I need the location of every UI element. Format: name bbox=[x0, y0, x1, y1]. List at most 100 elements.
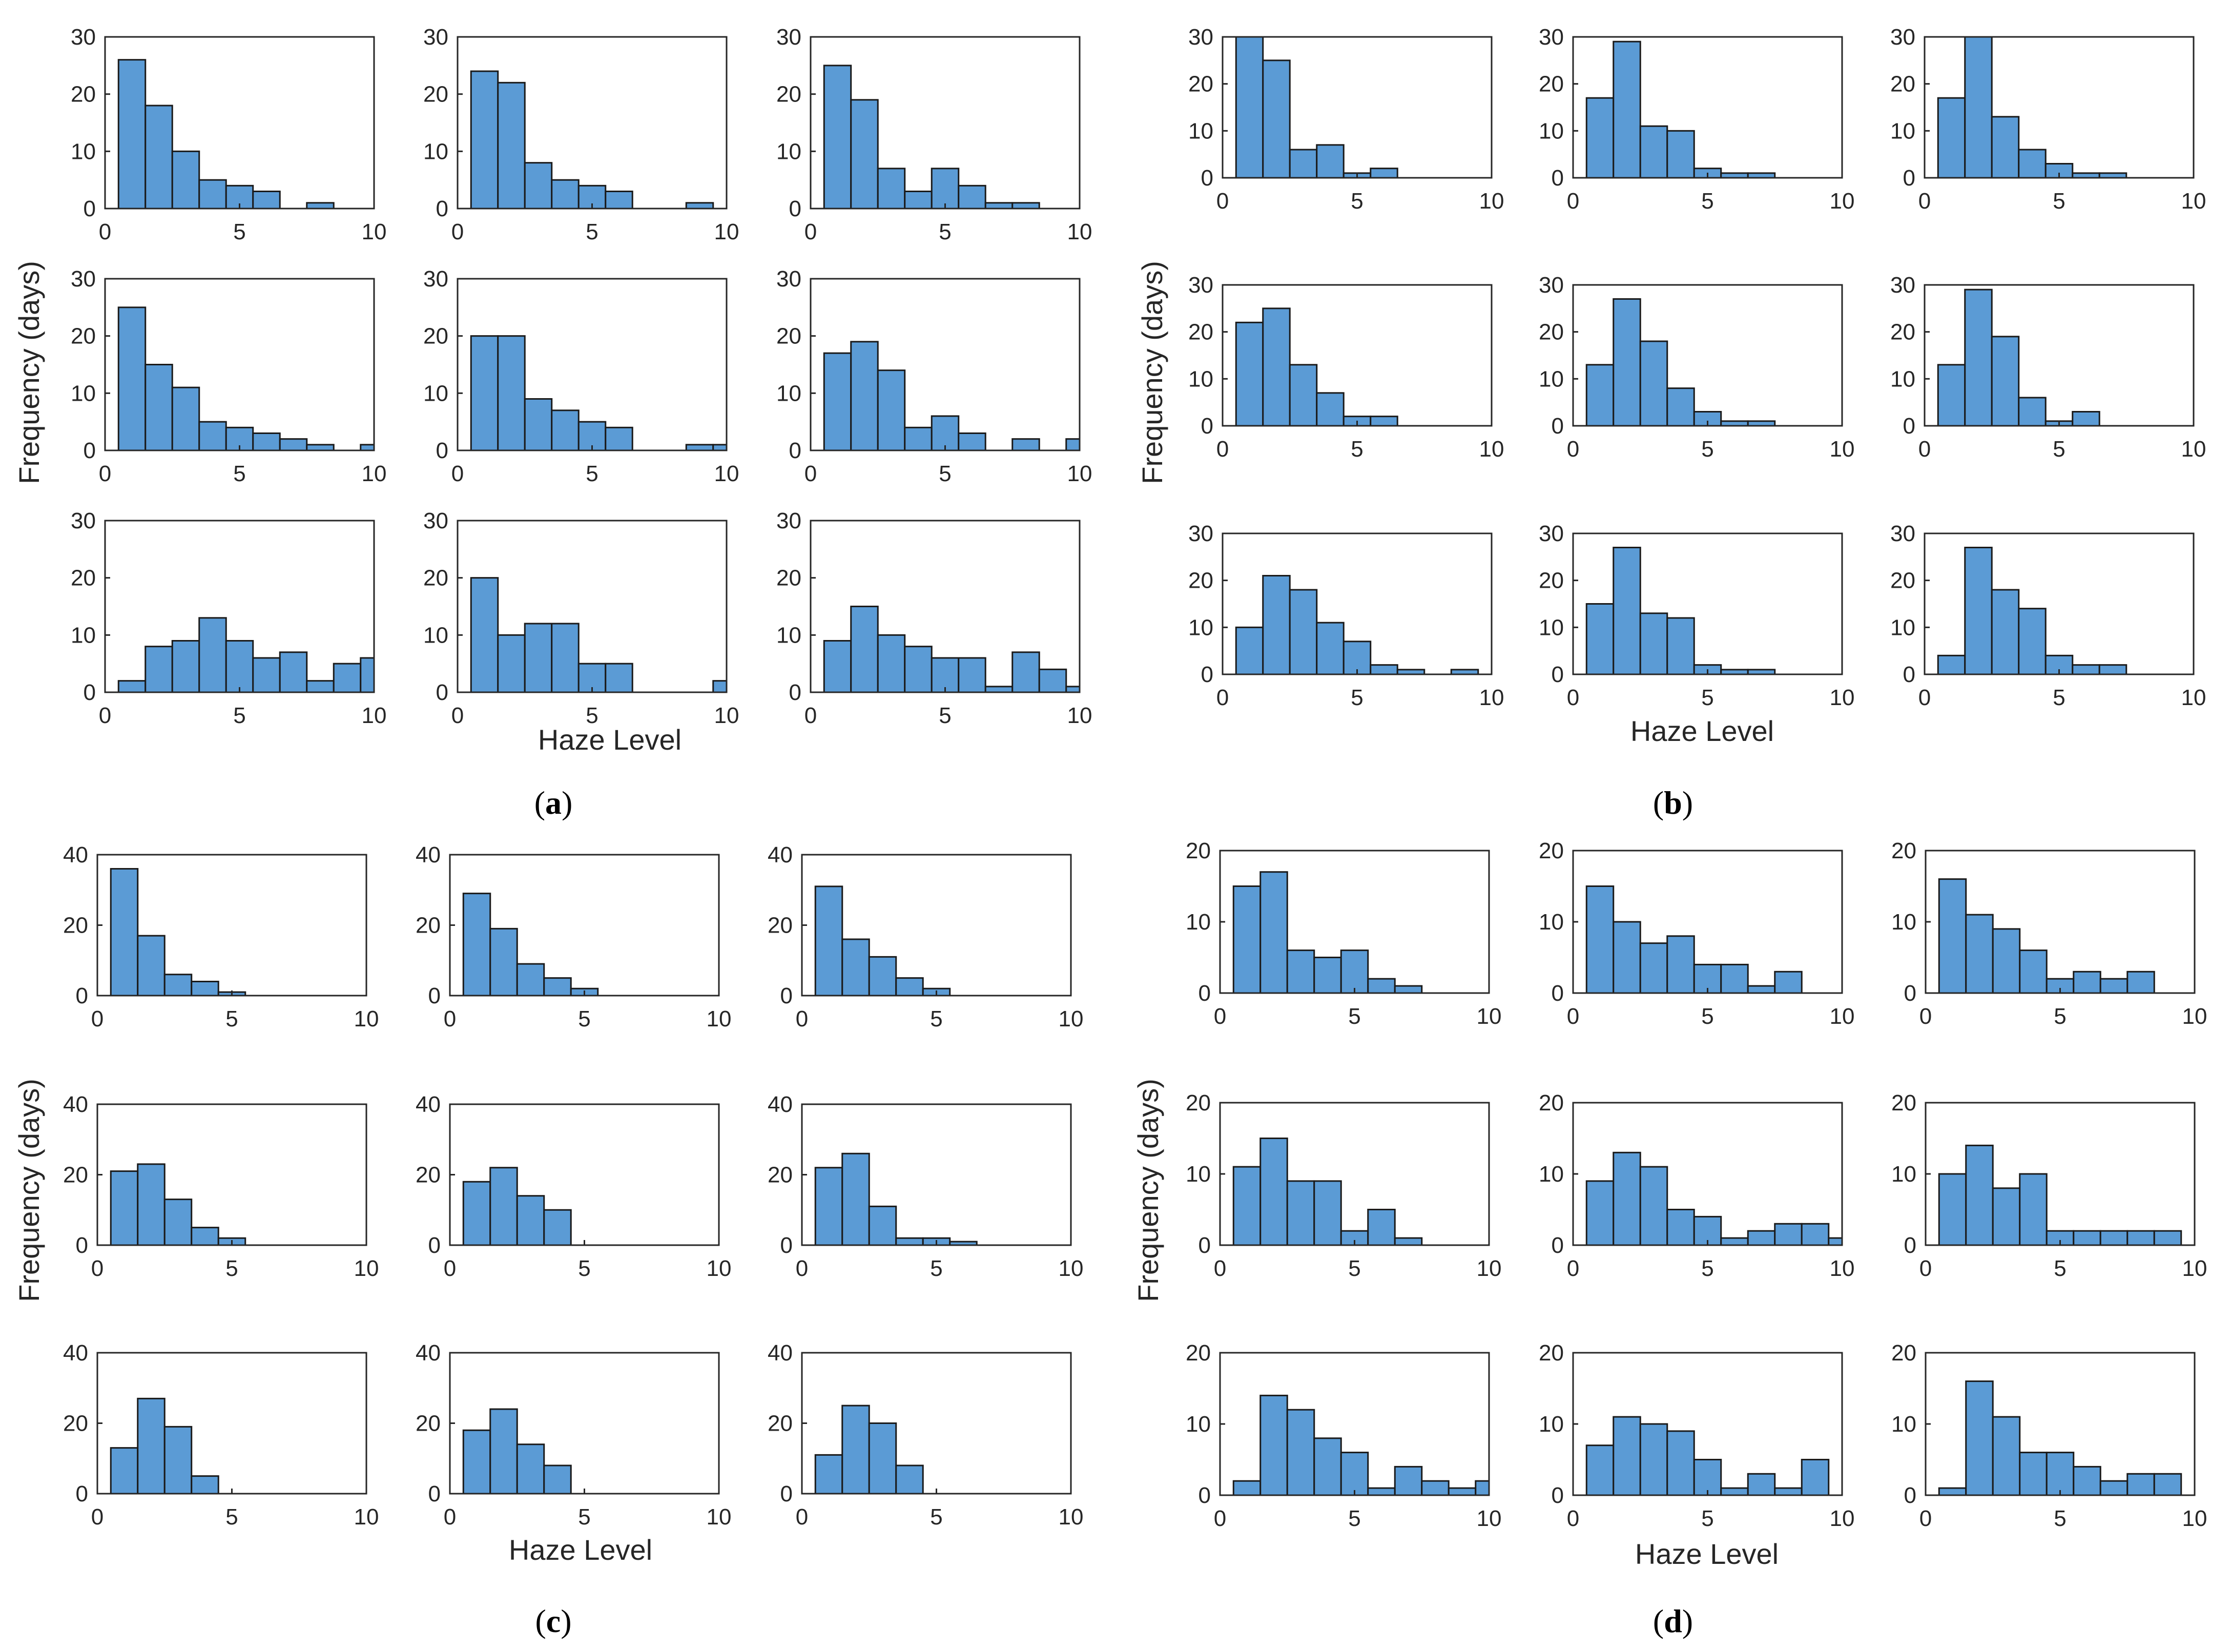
x-tick-label: 5 bbox=[939, 461, 951, 486]
subplot-b-4: 0 10 20 30 0 5 10 bbox=[1188, 273, 1504, 462]
subplot-a-7: 0 10 20 30 0 5 10 bbox=[71, 508, 386, 728]
x-tick-label: 0 bbox=[1918, 189, 1931, 214]
histogram-bar bbox=[1585, 1444, 1615, 1496]
histogram-bar bbox=[497, 335, 526, 451]
histogram-bar bbox=[1639, 1166, 1668, 1246]
y-tick-label: 0 bbox=[1903, 414, 1915, 439]
histogram-bar bbox=[1289, 364, 1318, 427]
y-tick-label: 10 bbox=[423, 139, 448, 164]
histogram-bar bbox=[1801, 1459, 1830, 1496]
histogram-bar bbox=[110, 868, 139, 997]
y-tick-label: 0 bbox=[789, 680, 801, 705]
y-tick-label: 10 bbox=[1539, 910, 1564, 935]
y-tick-label: 20 bbox=[1539, 1340, 1564, 1366]
y-tick-label: 0 bbox=[436, 196, 448, 221]
y-tick-label: 10 bbox=[1891, 1412, 1916, 1437]
subplot-b-5: 0 10 20 30 0 5 10 bbox=[1539, 273, 1854, 462]
histogram-bar bbox=[137, 1397, 166, 1495]
x-tick-label: 10 bbox=[1479, 189, 1504, 214]
histogram-bar bbox=[1965, 914, 1994, 994]
histogram-bar bbox=[984, 202, 1014, 210]
x-tick-label: 0 bbox=[1567, 1506, 1579, 1531]
histogram-bar bbox=[605, 426, 633, 451]
x-tick-label: 5 bbox=[1351, 189, 1363, 214]
y-tick-label: 30 bbox=[1539, 521, 1564, 546]
y-axis-label: Frequency (days) bbox=[1136, 261, 1168, 484]
y-tick-label: 20 bbox=[71, 324, 96, 349]
y-tick-label: 10 bbox=[1186, 910, 1211, 935]
histogram-bar bbox=[931, 657, 960, 693]
y-tick-label: 20 bbox=[1186, 838, 1211, 863]
x-tick-label: 5 bbox=[1701, 685, 1713, 710]
x-tick-label: 5 bbox=[1348, 1256, 1360, 1281]
y-tick-label: 20 bbox=[63, 1163, 88, 1188]
y-tick-label: 0 bbox=[76, 1233, 88, 1258]
y-axis-label: Frequency (days) bbox=[13, 261, 45, 484]
y-tick-label: 20 bbox=[768, 1411, 793, 1436]
y-tick-label: 0 bbox=[76, 983, 88, 1008]
x-tick-label: 0 bbox=[804, 219, 817, 244]
histogram-bar bbox=[1991, 336, 2020, 427]
histogram-bar bbox=[712, 444, 728, 451]
y-tick-label: 10 bbox=[1890, 366, 1915, 391]
histogram-bar bbox=[137, 1163, 166, 1246]
histogram-bar bbox=[1262, 307, 1291, 427]
histogram-bar bbox=[931, 168, 960, 210]
y-tick-label: 40 bbox=[416, 1092, 441, 1117]
y-tick-label: 20 bbox=[1188, 320, 1213, 345]
histogram-bar bbox=[1613, 40, 1641, 179]
y-tick-label: 0 bbox=[1201, 662, 1213, 687]
y-tick-label: 0 bbox=[789, 438, 801, 463]
y-tick-label: 30 bbox=[1539, 25, 1564, 50]
histogram-bar bbox=[252, 432, 281, 451]
histogram-bar bbox=[904, 426, 933, 451]
x-tick-label: 10 bbox=[1830, 1004, 1855, 1029]
x-tick-label: 0 bbox=[1918, 685, 1931, 710]
y-tick-label: 20 bbox=[71, 566, 96, 591]
histogram-bar bbox=[543, 977, 572, 997]
histogram-bar bbox=[1720, 963, 1749, 994]
x-tick-label: 10 bbox=[707, 1504, 732, 1530]
histogram-bar bbox=[1394, 1465, 1423, 1496]
y-tick-label: 30 bbox=[776, 266, 801, 292]
x-tick-label: 5 bbox=[1701, 1004, 1713, 1029]
y-tick-label: 30 bbox=[423, 266, 448, 292]
histogram-bar bbox=[543, 1464, 572, 1495]
histogram-bar bbox=[2126, 1230, 2155, 1246]
histogram-bar bbox=[470, 577, 499, 693]
x-tick-label: 0 bbox=[1567, 1256, 1579, 1281]
histogram-bar bbox=[2073, 1230, 2101, 1246]
x-tick-label: 5 bbox=[1701, 437, 1713, 462]
histogram-bar bbox=[1693, 1459, 1722, 1496]
x-tick-label: 0 bbox=[1567, 189, 1579, 214]
y-tick-label: 20 bbox=[63, 913, 88, 938]
histogram-bar bbox=[1235, 36, 1264, 179]
histogram-bar bbox=[497, 634, 526, 693]
x-tick-label: 5 bbox=[233, 461, 245, 486]
y-tick-label: 40 bbox=[416, 1340, 441, 1366]
x-tick-label: 0 bbox=[1214, 1004, 1226, 1029]
y-tick-label: 40 bbox=[63, 1340, 88, 1366]
y-tick-label: 0 bbox=[1552, 981, 1564, 1006]
x-tick-label: 10 bbox=[1830, 437, 1855, 462]
histogram-bar bbox=[1964, 547, 1993, 675]
y-tick-label: 20 bbox=[768, 913, 793, 938]
x-tick-label: 5 bbox=[1348, 1506, 1360, 1531]
y-tick-label: 20 bbox=[1539, 1090, 1564, 1116]
histogram-bar bbox=[823, 65, 852, 210]
histogram-bar bbox=[1313, 1180, 1342, 1246]
histogram-bar bbox=[1666, 1430, 1695, 1496]
y-tick-label: 30 bbox=[71, 508, 96, 533]
y-tick-label: 20 bbox=[423, 324, 448, 349]
x-tick-label: 0 bbox=[1567, 685, 1579, 710]
x-tick-label: 0 bbox=[1214, 1506, 1226, 1531]
y-tick-label: 20 bbox=[776, 82, 801, 107]
histogram-bar bbox=[524, 623, 553, 693]
histogram-bar bbox=[2098, 664, 2127, 675]
y-tick-label: 30 bbox=[776, 25, 801, 50]
histogram-bar bbox=[489, 1408, 518, 1495]
x-tick-label: 0 bbox=[1918, 437, 1931, 462]
x-tick-label: 5 bbox=[225, 1256, 238, 1281]
y-tick-label: 10 bbox=[1539, 366, 1564, 391]
y-tick-label: 10 bbox=[1891, 910, 1916, 935]
